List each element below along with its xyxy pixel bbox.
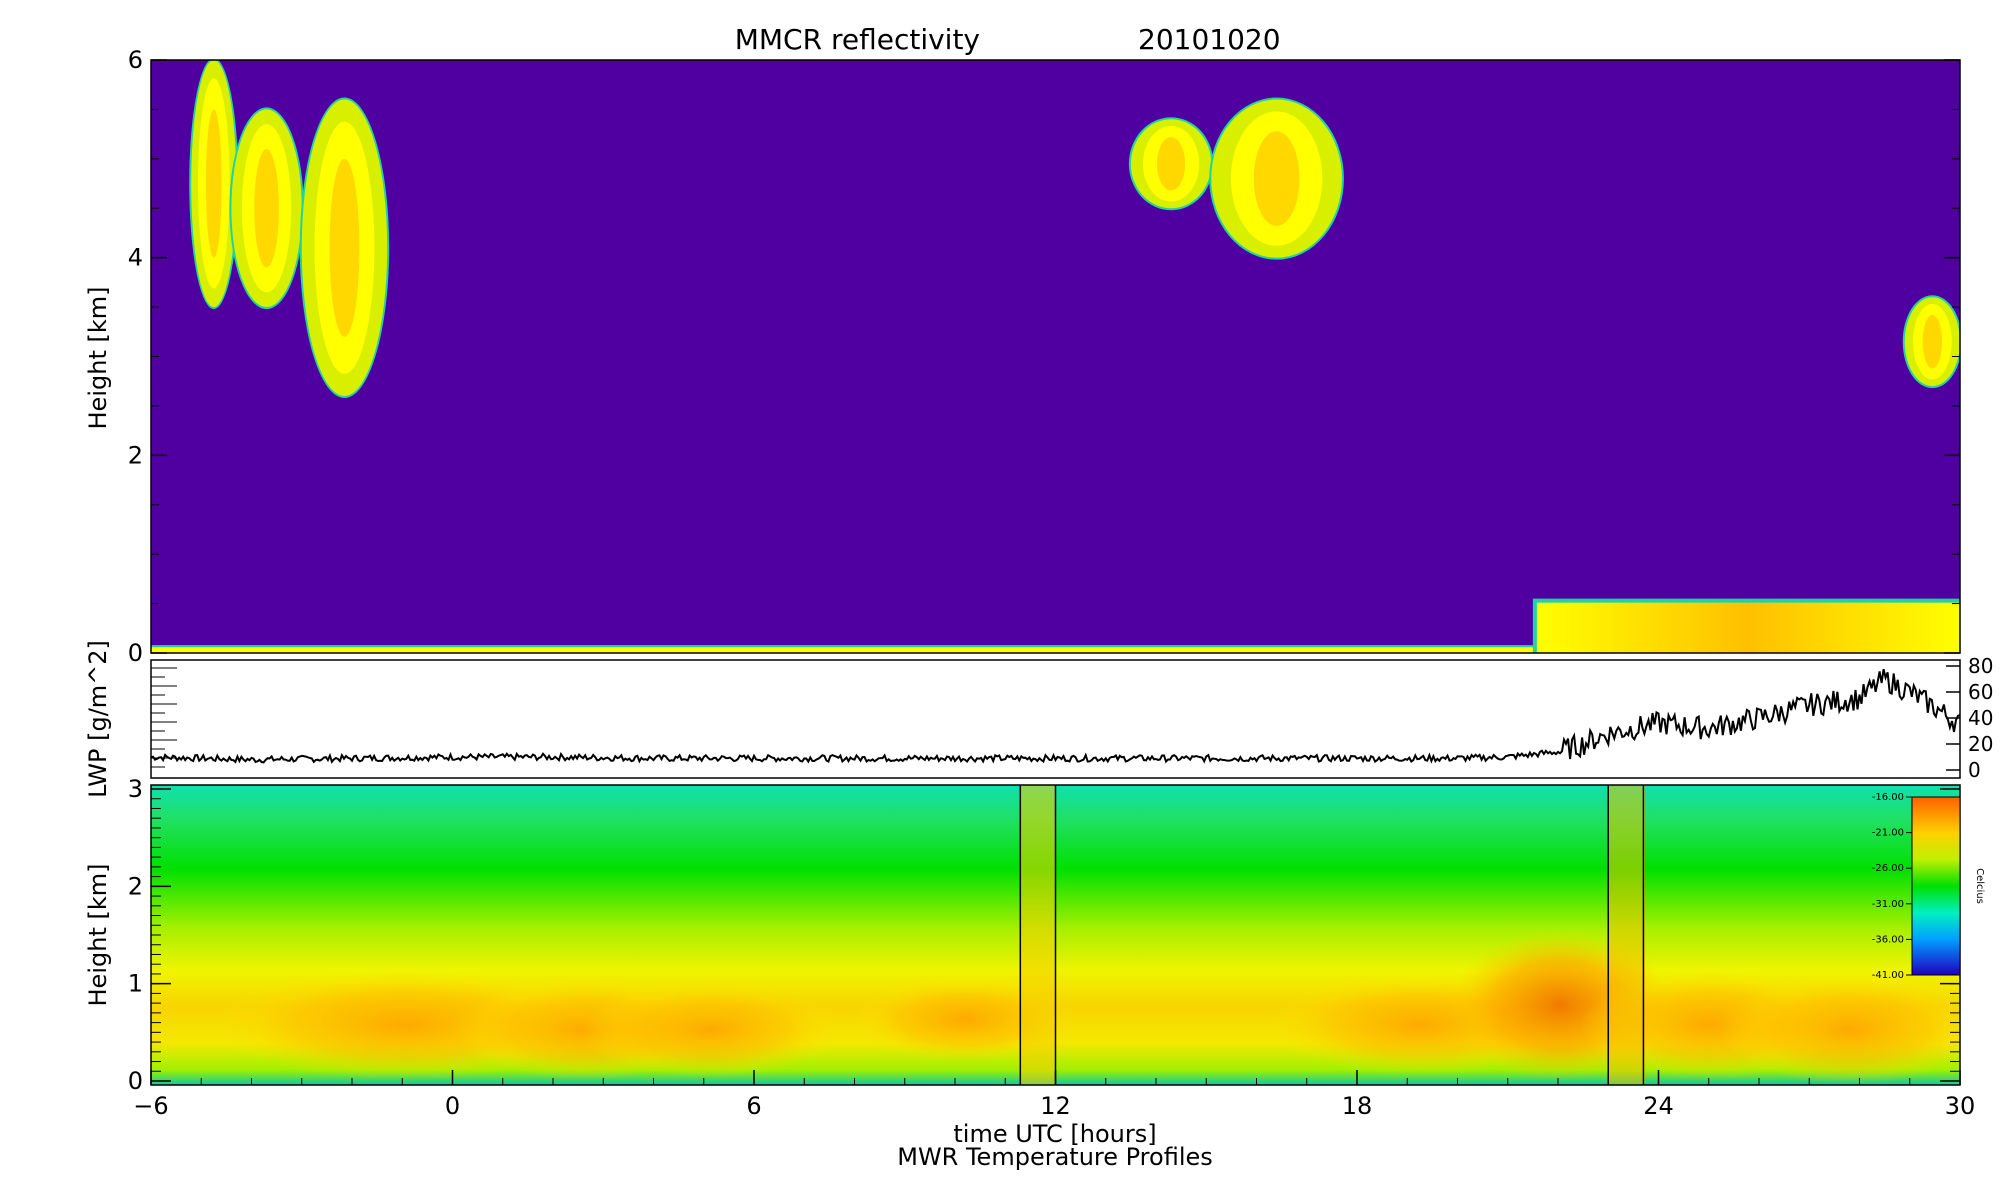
echo-region-peak (1922, 314, 1943, 369)
colorbar-tick-label: -21.00 (1872, 828, 1904, 839)
reflectivity-background (151, 60, 1960, 653)
temperature-y-tick-label: 2 (128, 872, 143, 900)
chart-title: MMCR reflectivity (735, 23, 980, 56)
x-tick-label: 6 (746, 1092, 761, 1120)
lwp-y-tick-label: 20 (1968, 732, 1993, 756)
lwp-y-tick-label: 60 (1968, 680, 1993, 704)
reflectivity-y-ticks: 0 2 4 6 (128, 46, 1960, 667)
x-tick-label: 12 (1040, 1092, 1071, 1120)
x-tick-label: 0 (445, 1092, 460, 1120)
temperature-y-tick-label: 0 (128, 1067, 143, 1095)
echo-region-peak (205, 109, 222, 258)
lwp-y-tick-label: 80 (1968, 654, 1993, 678)
reflectivity-y-tick-label: 0 (128, 639, 143, 667)
x-tick-label: 30 (1945, 1092, 1976, 1120)
x-axis-label: time UTC [hours] (953, 1120, 1156, 1148)
lwp-y-tick-label: 40 (1968, 706, 1993, 730)
time-x-ticks: −6 0 6 12 18 24 30 (133, 1070, 1975, 1120)
echo-region-peak (1157, 137, 1186, 191)
colorbar-tick-label: -36.00 (1872, 934, 1904, 945)
reflectivity-y-label: Height [km] (84, 287, 112, 430)
x-tick-label: 18 (1342, 1092, 1373, 1120)
colorbar-tick-label: -16.00 (1872, 792, 1904, 803)
temperature-title: MWR Temperature Profiles (897, 1143, 1213, 1171)
x-tick-label: −6 (133, 1092, 168, 1120)
lwp-series-line (150, 668, 1961, 764)
lwp-y-label: LWP [g/m^2] (84, 640, 112, 798)
temperature-y-tick-label: 3 (128, 775, 143, 803)
temperature-colorbar: -16.00 -21.00 -26.00 -31.00 -36.00 -41.00 Cel… (1872, 792, 1985, 981)
colorbar-tick-label: -41.00 (1872, 970, 1904, 981)
echo-region-peak (329, 158, 360, 337)
echo-region-peak (1253, 131, 1300, 227)
temperature-y-tick-label: 1 (128, 970, 143, 998)
colorbar-label: Celcius (1974, 868, 1985, 904)
colorbar-tick-label: -31.00 (1872, 899, 1904, 910)
surface-echo-edge (151, 645, 1960, 648)
temperature-gap-markers (1019, 785, 1645, 1085)
reflectivity-echoes (151, 60, 1960, 653)
chart-date: 20101020 (1138, 23, 1281, 56)
echo-region (1536, 602, 1960, 653)
colorbar-tick-label: -26.00 (1872, 863, 1904, 874)
temperature-y-label: Height [km] (84, 864, 112, 1007)
lwp-y-tick-label: 0 (1968, 758, 1981, 782)
reflectivity-y-tick-label: 2 (128, 441, 143, 469)
temperature-field (151, 785, 1960, 1085)
surface-echo (151, 647, 1960, 653)
reflectivity-y-tick-label: 6 (128, 46, 143, 74)
x-tick-label: 24 (1643, 1092, 1674, 1120)
echo-region-peak (254, 148, 279, 268)
reflectivity-y-tick-label: 4 (128, 244, 143, 272)
